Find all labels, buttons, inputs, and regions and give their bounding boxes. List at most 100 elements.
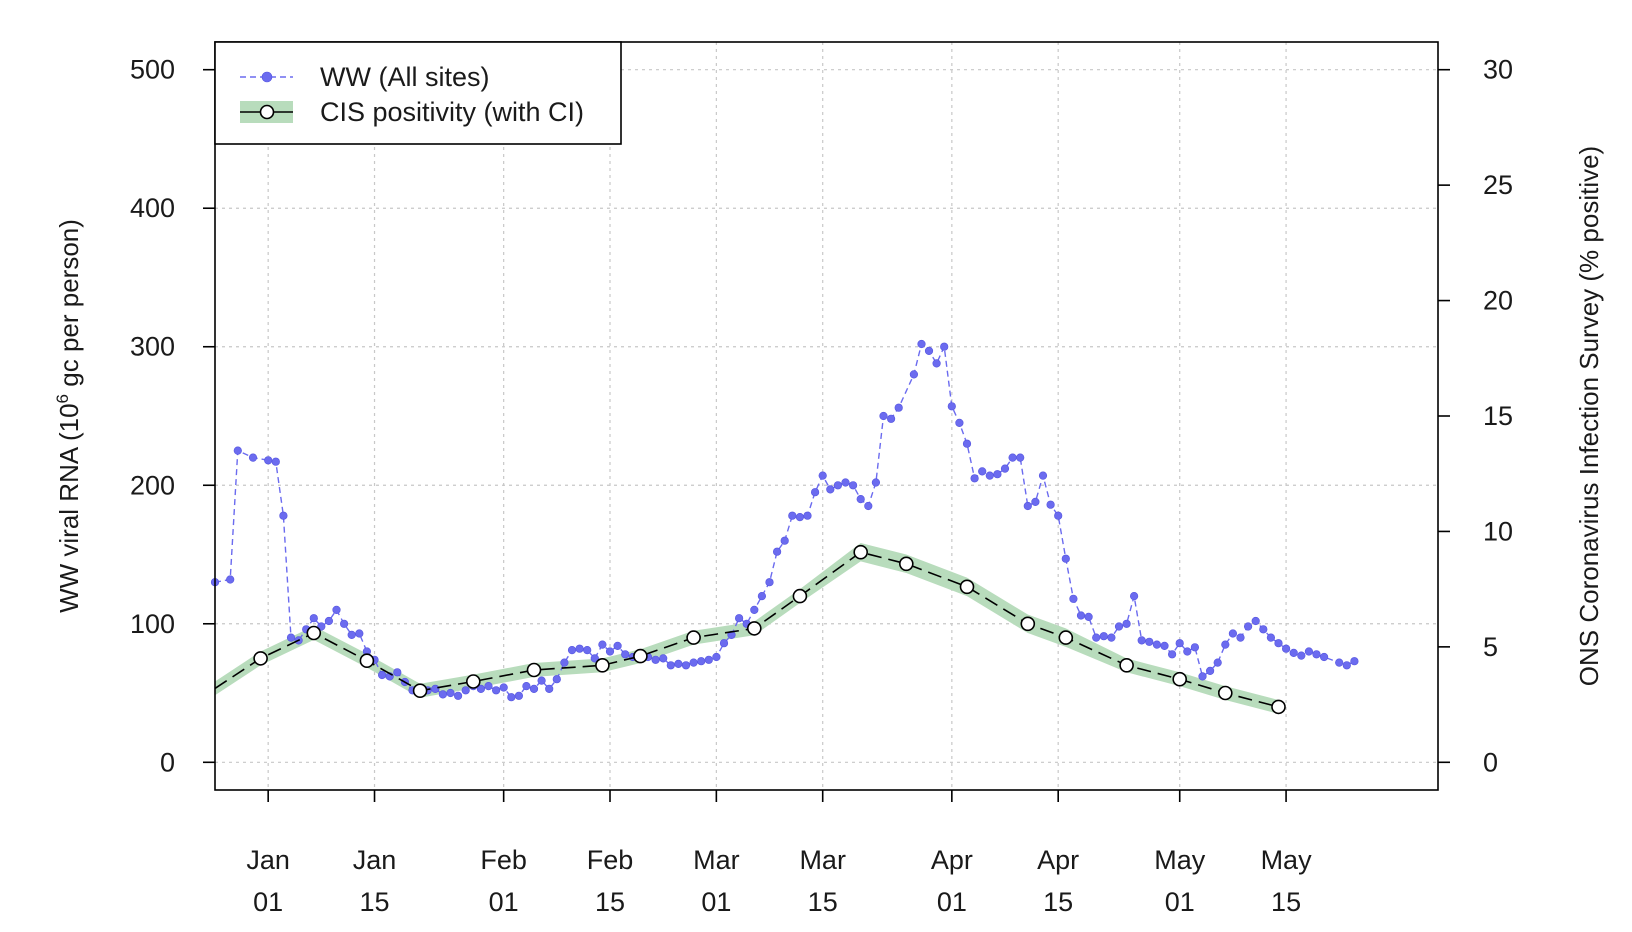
x-tick-label-day: 01 [253,887,283,917]
cis-point [1020,616,1036,632]
ww-point [1000,464,1010,473]
cis-point [359,653,375,669]
cis-point [306,625,322,641]
ww-point [1312,650,1321,659]
ww-point [324,616,334,626]
ww-point [719,639,729,648]
axes-layer: Jan 01 Jan 15 Feb 01 Feb 15 Mar 01 Mar 15 Apr 01 Apr 15… [53,41,1604,917]
legend-box [214,41,622,145]
ww-point [1213,658,1222,667]
ww-point [1198,672,1207,681]
ww-point [765,578,774,587]
ww-point [1297,651,1306,660]
ww-point [780,536,789,545]
ww-point [605,647,615,656]
ww-point [689,658,698,667]
ww-point [226,575,235,584]
ww-point [248,453,258,462]
ww-point [985,471,994,480]
ww-point [712,652,721,662]
ww-point [567,645,577,655]
ww-point [575,644,584,653]
y-right-tick-label: 10 [1483,516,1513,546]
cis-point [1271,699,1286,715]
x-tick-label-month: May [1261,845,1313,875]
ww-point [1342,661,1351,670]
ww-point [1076,611,1086,620]
cis-series-layer [214,544,1286,715]
ww-point [803,511,812,520]
ww-point [1054,511,1063,520]
ww-point [1274,639,1283,648]
ww-point [848,481,858,490]
ww-point [598,640,607,649]
ww-point [810,488,820,497]
x-tick-label-month: Apr [931,845,973,875]
y-left-tick-label: 500 [130,55,175,85]
ww-point [970,474,979,483]
ww-point [431,684,440,694]
ww-point [795,512,805,522]
ww-point [522,681,531,691]
ww-point [438,690,448,699]
ww-point [871,478,881,487]
ww-point [886,414,896,423]
ww-point [962,439,972,448]
ww-point [355,629,364,638]
ww-point [583,645,592,655]
y-left-tick-label: 100 [130,609,175,639]
ww-point [1099,632,1108,641]
ww-point [1084,612,1093,622]
cis-ci-band-layer [215,543,1279,714]
ww-point [826,485,835,494]
ww-point [1167,650,1177,659]
ww-point [286,633,296,642]
legend-label-cis: CIS positivity (with CI) [320,97,584,127]
x-tick-label-month: Feb [587,845,634,875]
ww-point [499,683,508,692]
cis-point [959,579,975,595]
ww-point [841,478,850,487]
y-left-axis-title: WW viral RNA (106 gc per person) [53,219,84,613]
ww-point [1228,629,1237,638]
ww-point [1319,652,1329,662]
ww-point [1160,641,1169,651]
ww-point [924,346,934,356]
ww-point [514,691,524,700]
ww-point [1251,616,1260,626]
x-tick-label-month: Jan [246,845,290,875]
ww-point [864,501,873,511]
ww-point [909,370,919,379]
x-tick-label-day: 01 [701,887,731,917]
ww-point [1038,471,1048,480]
ww-point [947,402,956,411]
ww-point [1183,647,1192,656]
ww-point [681,661,691,670]
cis-point [746,621,762,636]
ww-series-layer [210,339,1359,702]
cis-point [1218,685,1233,701]
legend: WW (All sites) CIS positivity (with CI) [214,41,622,145]
y-right-tick-label: 15 [1483,401,1513,431]
ww-point [529,684,539,694]
y-right-tick-label: 0 [1483,747,1498,777]
ww-point [788,511,797,520]
cis-confidence-band [215,543,1279,714]
ww-point [1266,633,1275,642]
ww-point [378,670,387,680]
ww-point [993,470,1002,479]
ww-point [1114,622,1124,631]
ww-point [1023,501,1032,511]
ww-point [1145,637,1154,646]
y-left-tick-label: 200 [130,470,175,500]
ww-point [659,654,668,663]
ww-point [1031,497,1040,507]
cis-point [853,544,869,560]
ww-point [507,693,516,702]
cis-point [686,630,701,645]
x-tick-label-day: 01 [1165,887,1195,917]
ww-point [772,547,782,556]
ww-point [454,691,463,700]
ww-point [1152,640,1161,649]
